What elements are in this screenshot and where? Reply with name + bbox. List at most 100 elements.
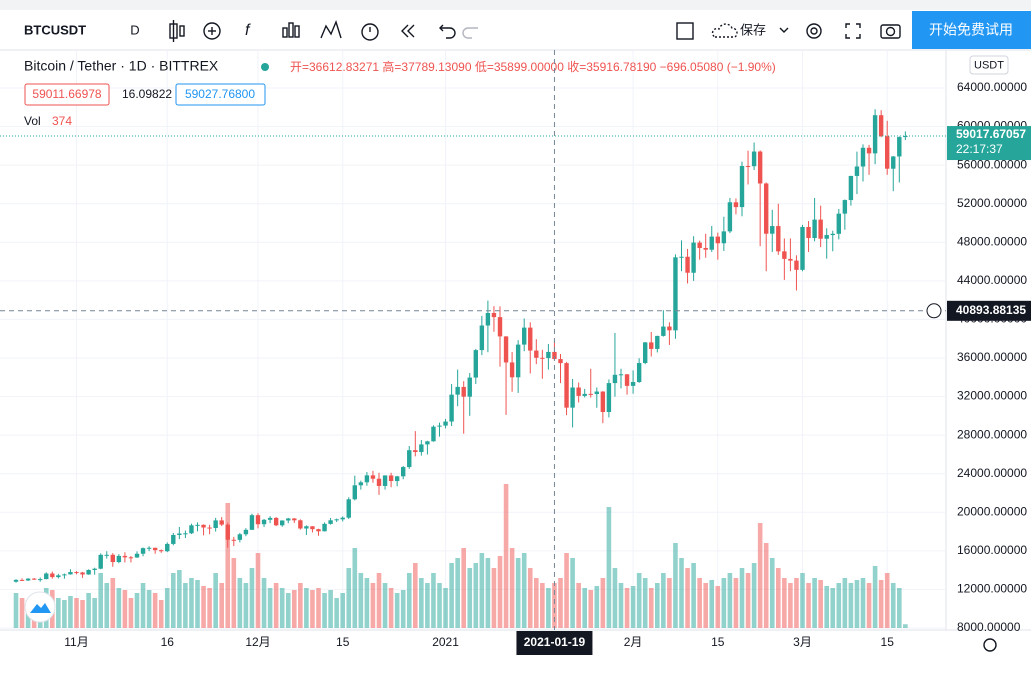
volume-bar <box>346 568 352 628</box>
volume-bar <box>636 573 642 628</box>
candle-body <box>189 525 194 534</box>
candle-body <box>322 523 327 532</box>
volume-bar <box>292 590 297 628</box>
volume-bar <box>231 558 237 628</box>
crosshair-y-box <box>947 300 1031 321</box>
save-button[interactable]: 保存 <box>740 22 766 37</box>
volume-bar <box>164 588 170 628</box>
volume-bar <box>352 548 358 628</box>
candle-body <box>679 256 684 258</box>
candle-body <box>878 115 884 137</box>
volume-bar <box>322 593 327 628</box>
candle-body <box>280 520 285 526</box>
candle-body <box>159 550 164 552</box>
browser-strip <box>0 0 1031 10</box>
crosshair-plus <box>926 303 942 319</box>
volume-bar <box>903 624 908 628</box>
volume-bar <box>479 553 485 628</box>
volume-bar <box>298 583 303 628</box>
candle-body <box>685 256 690 273</box>
y-tick-label: 20000.00000 <box>957 504 1027 518</box>
volume-bar <box>818 580 823 628</box>
volume-bar <box>400 590 406 628</box>
candle-body <box>140 548 146 554</box>
volume-bar <box>630 586 636 628</box>
volume-bar <box>588 590 594 628</box>
volume-bar <box>443 588 448 628</box>
candle-body <box>522 327 527 345</box>
settings-icon[interactable] <box>983 638 997 652</box>
x-tick-label: 15 <box>336 635 350 649</box>
trial-button[interactable]: 开始免费试用 <box>929 22 1013 38</box>
legend-ohlc: 开=36612.83271 高=37789.13090 低=35899.0000… <box>290 59 776 74</box>
candle-body <box>213 520 218 529</box>
candle-body <box>110 554 115 563</box>
volume-bar <box>382 583 388 628</box>
volume-bar <box>273 583 279 628</box>
candle-body <box>413 450 418 453</box>
volume-bar <box>618 583 624 628</box>
candle-body <box>298 520 303 529</box>
candle-body <box>401 467 406 477</box>
x-tick-label: 15 <box>711 635 725 649</box>
crosshair-y-label: 40893.88135 <box>956 303 1026 317</box>
candle-body <box>165 543 170 552</box>
volume-bar <box>594 586 600 628</box>
candle-body <box>243 529 249 535</box>
candle-body <box>50 573 55 578</box>
candle-body <box>286 518 291 521</box>
volume-bar <box>267 588 273 628</box>
candle-body <box>697 242 702 248</box>
candle-body <box>715 236 720 244</box>
candle-body <box>68 572 73 575</box>
candle-body <box>80 572 85 575</box>
candle-body <box>558 359 563 364</box>
candle-body <box>358 482 364 486</box>
candle-body <box>31 578 37 580</box>
candle-body <box>576 387 581 396</box>
x-tick-label: 11月 <box>64 635 88 649</box>
volume-bar <box>110 578 116 628</box>
candle-body <box>340 517 345 520</box>
candle-body <box>455 386 460 395</box>
candle-body <box>649 342 654 349</box>
y-tick-label: 52000.00000 <box>957 196 1027 210</box>
candle-body <box>352 485 357 500</box>
symbol[interactable]: BTCUSDT <box>24 22 86 37</box>
volume-bar <box>310 590 315 628</box>
candle-body <box>606 383 612 413</box>
volume-bar <box>733 578 739 628</box>
candle-body <box>776 226 781 252</box>
x-tick-label: 15 <box>881 635 895 649</box>
volume-bar <box>134 593 140 628</box>
candle-body <box>461 386 466 397</box>
trial-button-bg[interactable] <box>912 11 1031 49</box>
toolbar-icons[interactable]: f <box>169 19 901 42</box>
volume-bar <box>703 583 708 628</box>
volume-bar <box>413 563 418 628</box>
volume-bar <box>437 583 442 628</box>
y-tick-label: 36000.00000 <box>957 350 1027 364</box>
volume-bar <box>13 593 19 628</box>
candle-body <box>364 475 370 483</box>
volume-bar <box>534 578 539 628</box>
last-price-label: 59017.67057 <box>956 127 1026 141</box>
currency: USDT <box>974 59 1004 71</box>
currency-box[interactable] <box>969 55 1009 75</box>
candle-body <box>764 183 769 234</box>
interval[interactable]: D <box>130 22 139 37</box>
volume-bar <box>98 573 103 628</box>
candle-body <box>806 226 811 239</box>
candle-body <box>467 377 472 397</box>
candle-body <box>503 336 509 363</box>
volume-bar <box>836 583 842 628</box>
volume-bar <box>491 568 497 628</box>
status-dot <box>261 63 269 71</box>
candle-body <box>273 517 279 526</box>
candle-body <box>237 534 243 540</box>
candle-body <box>255 515 261 525</box>
volume-bar <box>243 583 249 628</box>
volume-bar <box>201 586 206 628</box>
y-tick-label: 16000.00000 <box>957 543 1027 557</box>
